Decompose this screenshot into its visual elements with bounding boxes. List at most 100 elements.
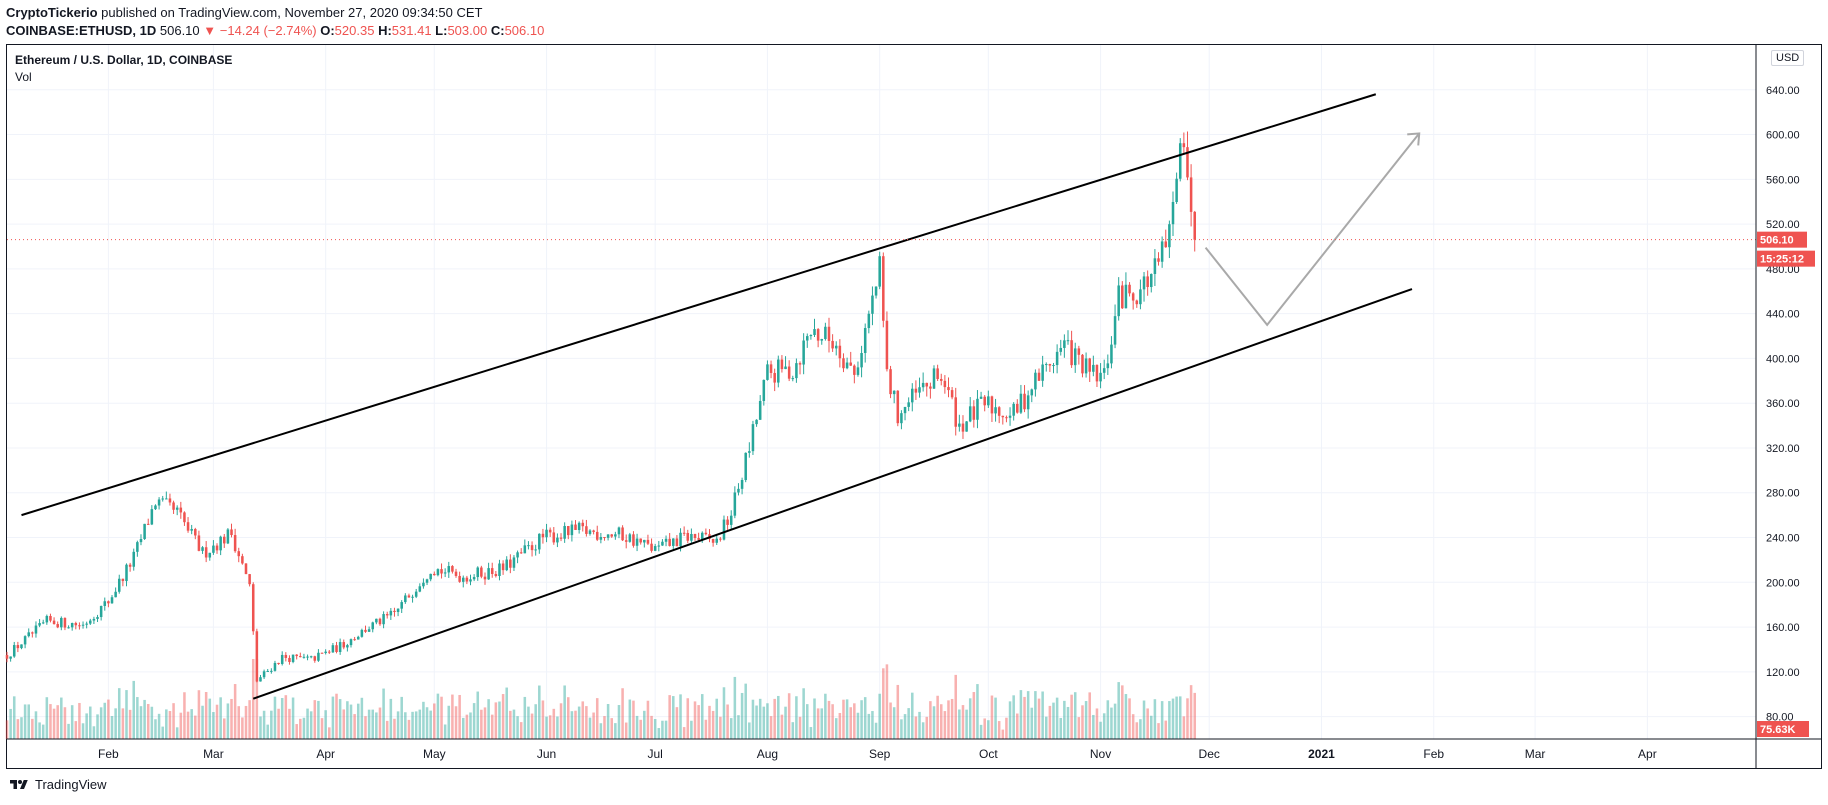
footer-brand[interactable]: TradingView — [8, 777, 107, 792]
x-tick-label: Feb — [98, 747, 119, 761]
volume-bar — [230, 698, 233, 739]
candle-body — [860, 353, 863, 368]
volume-bar — [78, 702, 81, 739]
volume-bar — [715, 698, 719, 739]
candle-body — [259, 677, 262, 682]
candle-body — [121, 578, 125, 582]
publish-header: CryptoTickerio published on TradingView.… — [6, 4, 544, 40]
volume-bar — [45, 697, 49, 739]
candle-body — [230, 529, 233, 536]
volume-bar — [31, 718, 34, 739]
candle-body — [610, 534, 613, 537]
volume-bar — [99, 707, 103, 739]
volume-bar — [921, 722, 925, 739]
candle-body — [433, 573, 436, 576]
volume-bar — [201, 705, 204, 739]
volume-bar — [320, 718, 324, 739]
volume-bar — [125, 690, 128, 739]
volume-bar — [436, 693, 440, 739]
candle-body — [67, 627, 70, 629]
volume-bar — [853, 703, 856, 739]
volume-bar — [183, 692, 186, 739]
candle-body — [961, 423, 965, 432]
candle-body — [567, 526, 570, 536]
high-value: 531.41 — [391, 23, 432, 38]
candle-body — [1164, 241, 1168, 248]
candle-body — [9, 656, 12, 659]
candle-body — [809, 335, 813, 337]
candle-body — [538, 533, 541, 550]
volume-bar — [136, 697, 139, 739]
volume-bar — [49, 704, 52, 739]
volume-bar — [534, 704, 537, 739]
candle-body — [52, 620, 56, 625]
candle-body — [1034, 372, 1037, 390]
axes: 80.00 120.00 160.00 200.00 240.00 280.00 320.0… — [7, 45, 1821, 768]
volume-bar — [805, 704, 809, 739]
volume-bar — [74, 721, 78, 739]
candle-body — [389, 610, 393, 616]
candle-body — [1106, 363, 1110, 369]
volume-bar — [925, 716, 929, 739]
volume-bar — [744, 683, 747, 739]
candle-body — [1095, 364, 1099, 382]
candle-body — [885, 320, 889, 370]
volume-bar — [139, 706, 143, 739]
candle-body — [208, 552, 212, 558]
candle-body — [356, 636, 360, 640]
author-name[interactable]: CryptoTickerio — [6, 5, 98, 20]
volume-bar — [653, 719, 657, 739]
volume-bar — [494, 702, 498, 739]
volume-bar — [364, 716, 367, 739]
volume-bar — [215, 704, 219, 739]
candle-body — [726, 519, 729, 525]
volume-bar — [1164, 720, 1168, 739]
candle-body — [530, 545, 534, 551]
candle-body — [845, 362, 849, 369]
candle-body — [96, 617, 99, 619]
grid-lines — [7, 45, 1756, 739]
volume-bar — [12, 696, 16, 739]
chart-frame[interactable] — [6, 44, 1822, 769]
candle-body — [378, 618, 382, 625]
candle-body — [1110, 344, 1113, 364]
volume-bar — [697, 705, 700, 739]
volume-bar — [976, 684, 979, 739]
candle-body — [871, 295, 874, 314]
candle-body — [5, 655, 9, 659]
volume-bar — [954, 674, 958, 739]
candle-body — [918, 387, 921, 393]
candle-body — [385, 614, 389, 616]
volume-bar — [675, 707, 679, 739]
volume-bar — [328, 727, 331, 739]
candle-body — [834, 345, 838, 349]
candle-body — [244, 563, 248, 575]
volume-bar — [961, 705, 965, 739]
volume-bar — [299, 718, 302, 739]
candle-body — [690, 533, 693, 541]
candle-body — [1030, 389, 1034, 396]
candle-body — [183, 512, 186, 523]
candle-body — [863, 328, 867, 354]
candle-body — [1066, 340, 1070, 342]
candle-body — [686, 532, 690, 541]
candle-body — [487, 568, 490, 580]
candle-body — [527, 545, 530, 547]
candle-body — [490, 568, 494, 574]
volume-bar — [632, 700, 635, 739]
volume-bar — [244, 705, 248, 739]
volume-bar — [947, 700, 950, 739]
volume-bar — [871, 711, 874, 739]
volume-bar — [1160, 701, 1164, 739]
candle-body — [505, 559, 508, 571]
candle-body — [266, 670, 269, 672]
volume-bar — [165, 709, 168, 739]
volume-bar — [70, 705, 74, 739]
candle-body — [624, 540, 628, 542]
currency-button[interactable]: USD — [1771, 50, 1805, 66]
candle-body — [603, 537, 606, 539]
candle-body — [1008, 415, 1012, 418]
projection-path — [1204, 132, 1421, 327]
y-tick-label: 520.00 — [1766, 219, 1800, 231]
